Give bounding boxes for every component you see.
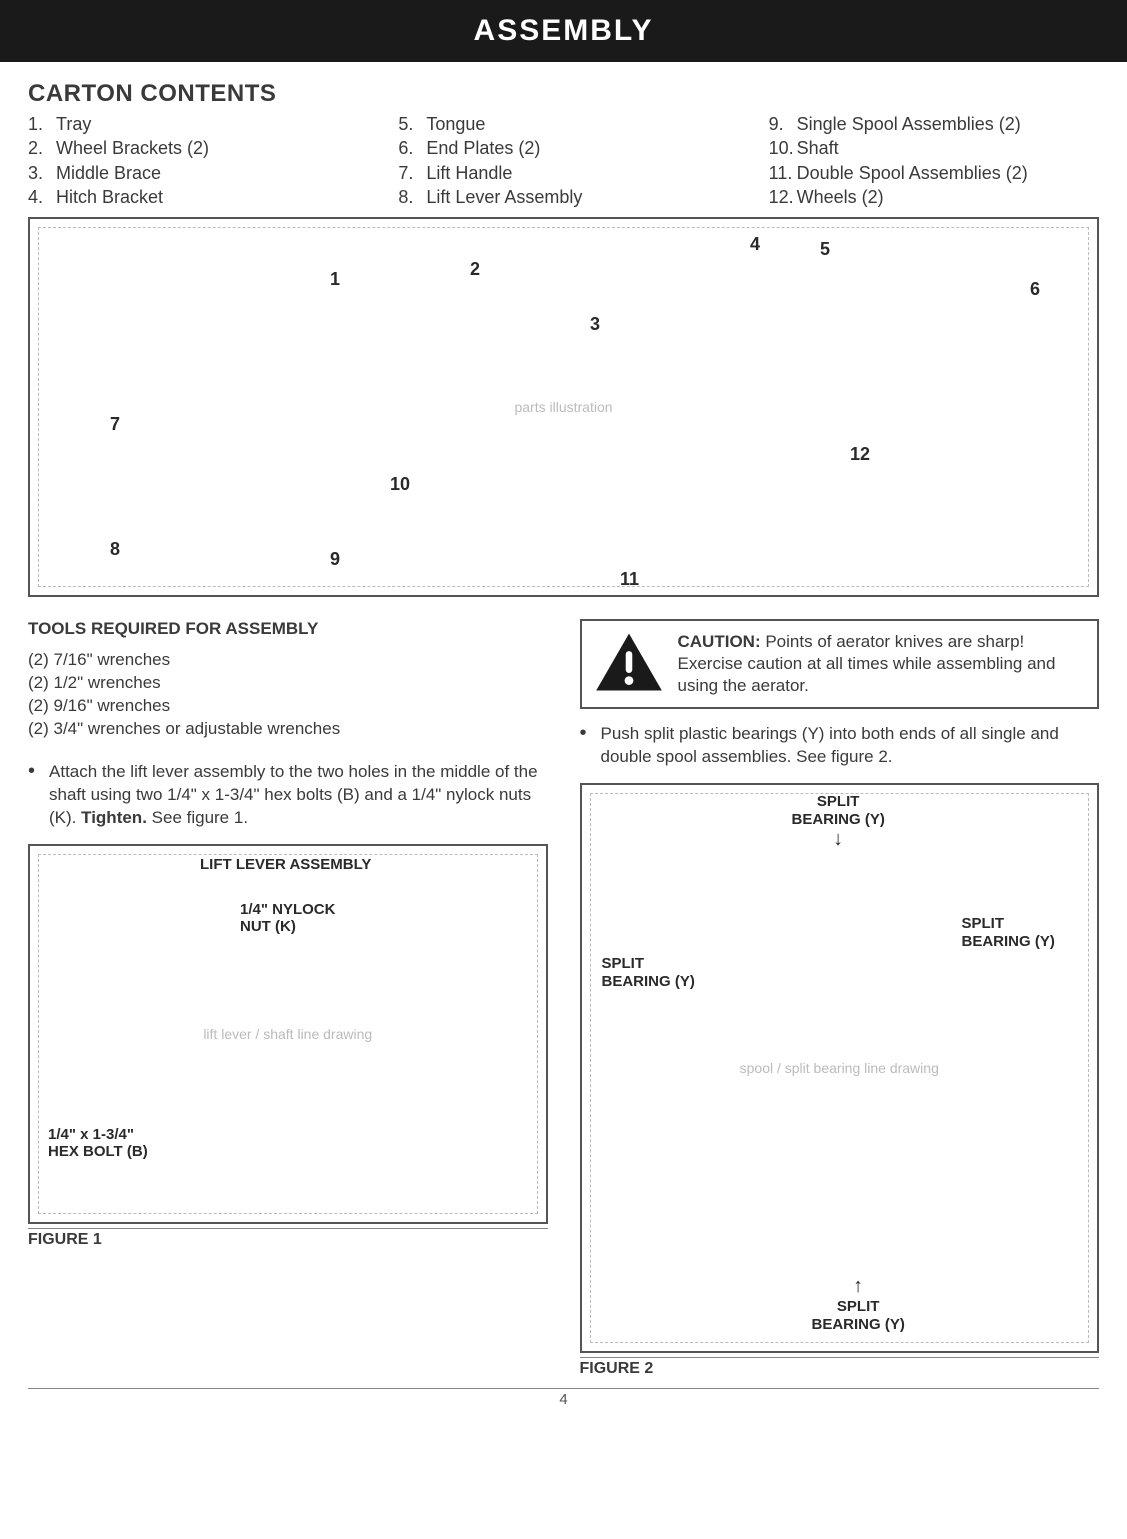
item-label: Lift Lever Assembly — [426, 185, 582, 209]
item-label: Shaft — [797, 136, 839, 160]
tools-heading: TOOLS REQUIRED FOR ASSEMBLY — [28, 619, 548, 639]
item-label: Lift Handle — [426, 161, 512, 185]
callout-6: 6 — [1030, 279, 1040, 300]
callout-3: 3 — [590, 314, 600, 335]
caution-text: CAUTION: Points of aerator knives are sh… — [678, 631, 1086, 697]
callout-5: 5 — [820, 239, 830, 260]
item-num: 12. — [769, 185, 797, 209]
item-label: Middle Brace — [56, 161, 161, 185]
caution-title: CAUTION: — [678, 632, 761, 651]
figure-2-illustration: spool / split bearing line drawing — [590, 793, 1090, 1343]
figure-1-caption: FIGURE 1 — [28, 1228, 548, 1249]
page-body: CARTON CONTENTS 1.Tray 2.Wheel Brackets … — [0, 62, 1127, 1388]
page-number: 4 — [28, 1388, 1099, 1408]
item-label: Hitch Bracket — [56, 185, 163, 209]
figure-2-caption: FIGURE 2 — [580, 1357, 1100, 1378]
callout-2: 2 — [470, 259, 480, 280]
carton-contents-figure: parts illustration 1 2 3 4 5 6 7 8 9 10 … — [28, 217, 1099, 597]
item-num: 5. — [398, 112, 426, 136]
contents-col-1: 1.Tray 2.Wheel Brackets (2) 3.Middle Bra… — [28, 112, 358, 209]
callout-9: 9 — [330, 549, 340, 570]
bullet-icon: • — [580, 723, 587, 769]
item-label: Tray — [56, 112, 91, 136]
label-split-bearing-top: SPLIT BEARING (Y) — [792, 793, 885, 851]
item-num: 4. — [28, 185, 56, 209]
callout-12: 12 — [850, 444, 870, 465]
step-2-text: Push split plastic bearings (Y) into bot… — [601, 723, 1099, 769]
callout-4: 4 — [750, 234, 760, 255]
tools-list: (2) 7/16" wrenches (2) 1/2" wrenches (2)… — [28, 649, 548, 741]
item-label: Wheel Brackets (2) — [56, 136, 209, 160]
item-num: 9. — [769, 112, 797, 136]
item-label: Single Spool Assemblies (2) — [797, 112, 1021, 136]
item-label: End Plates (2) — [426, 136, 540, 160]
callout-7: 7 — [110, 414, 120, 435]
label-split-bearing-left: SPLIT BEARING (Y) — [602, 955, 695, 990]
item-label: Wheels (2) — [797, 185, 884, 209]
callout-11: 11 — [620, 569, 639, 590]
warning-triangle-icon — [594, 631, 664, 693]
caution-box: CAUTION: Points of aerator knives are sh… — [580, 619, 1100, 709]
figure-2-box: spool / split bearing line drawing SPLIT… — [580, 783, 1100, 1353]
contents-col-2: 5.Tongue 6.End Plates (2) 7.Lift Handle … — [398, 112, 728, 209]
callout-1: 1 — [330, 269, 340, 290]
callout-10: 10 — [390, 474, 410, 495]
item-num: 8. — [398, 185, 426, 209]
step-1-post: See figure 1. — [147, 808, 248, 827]
tool-line: (2) 3/4" wrenches or adjustable wrenches — [28, 718, 548, 741]
step-1-bold: Tighten. — [81, 808, 147, 827]
carton-heading: CARTON CONTENTS — [28, 80, 1099, 108]
label-hex-bolt: 1/4" x 1-3/4" HEX BOLT (B) — [48, 1126, 148, 1161]
label-split-bearing-right: SPLIT BEARING (Y) — [962, 915, 1055, 950]
item-num: 6. — [398, 136, 426, 160]
item-num: 2. — [28, 136, 56, 160]
item-num: 10. — [769, 136, 797, 160]
item-num: 7. — [398, 161, 426, 185]
label-nylock-nut: 1/4" NYLOCK NUT (K) — [240, 901, 335, 936]
tool-line: (2) 1/2" wrenches — [28, 672, 548, 695]
item-num: 1. — [28, 112, 56, 136]
figure-1-box: lift lever / shaft line drawing LIFT LEV… — [28, 844, 548, 1224]
step-1: • Attach the lift lever assembly to the … — [28, 761, 548, 830]
item-num: 11. — [769, 161, 797, 185]
item-num: 3. — [28, 161, 56, 185]
carton-parts-illustration: parts illustration — [38, 227, 1089, 587]
item-label: Tongue — [426, 112, 485, 136]
step-2: • Push split plastic bearings (Y) into b… — [580, 723, 1100, 769]
contents-col-3: 9.Single Spool Assemblies (2) 10.Shaft 1… — [769, 112, 1099, 209]
page-banner: ASSEMBLY — [0, 0, 1127, 62]
bullet-icon: • — [28, 761, 35, 830]
label-split-bearing-bottom: SPLIT BEARING (Y) — [812, 1275, 905, 1333]
label-lift-lever: LIFT LEVER ASSEMBLY — [200, 856, 371, 873]
tool-line: (2) 9/16" wrenches — [28, 695, 548, 718]
item-label: Double Spool Assemblies (2) — [797, 161, 1028, 185]
carton-contents-list: 1.Tray 2.Wheel Brackets (2) 3.Middle Bra… — [28, 112, 1099, 209]
callout-8: 8 — [110, 539, 120, 560]
step-1-text: Attach the lift lever assembly to the tw… — [49, 761, 547, 830]
tool-line: (2) 7/16" wrenches — [28, 649, 548, 672]
